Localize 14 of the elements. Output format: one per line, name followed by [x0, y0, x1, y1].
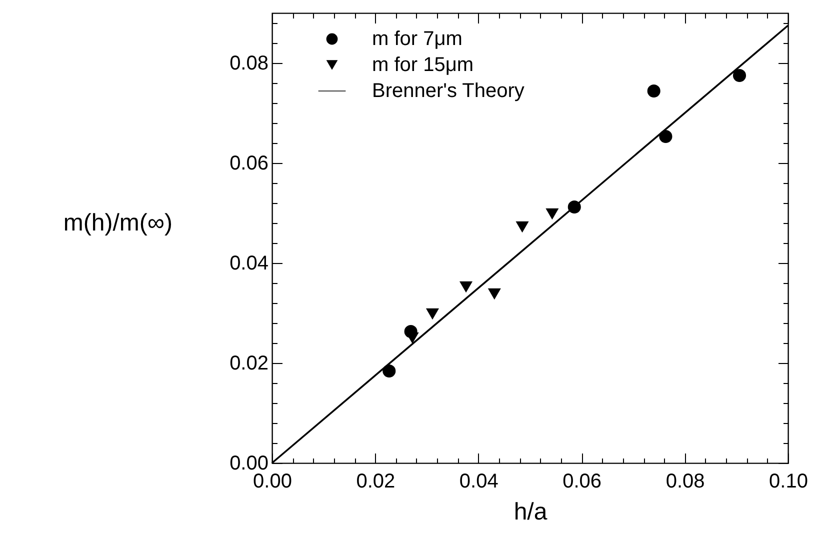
x-tick-label: 0.08 — [666, 470, 705, 492]
legend-label: m for 7μm — [372, 28, 462, 50]
x-tick-label: 0.06 — [562, 470, 602, 492]
y-tick-label: 0.08 — [230, 52, 268, 74]
y-tick-label: 0.02 — [230, 352, 268, 374]
legend-label: m for 15μm — [372, 54, 474, 76]
y-axis-title: m(h)/m(∞) — [63, 210, 172, 236]
y-tick-label: 0.04 — [230, 252, 268, 274]
legend-label: Brenner's Theory — [372, 80, 524, 102]
x-tick-label: 0.10 — [769, 470, 808, 492]
y-tick-label: 0.06 — [230, 152, 268, 174]
x-tick-label: 0.04 — [459, 470, 498, 492]
x-axis-title: h/a — [514, 498, 548, 526]
x-tick-label: 0.02 — [356, 470, 396, 492]
